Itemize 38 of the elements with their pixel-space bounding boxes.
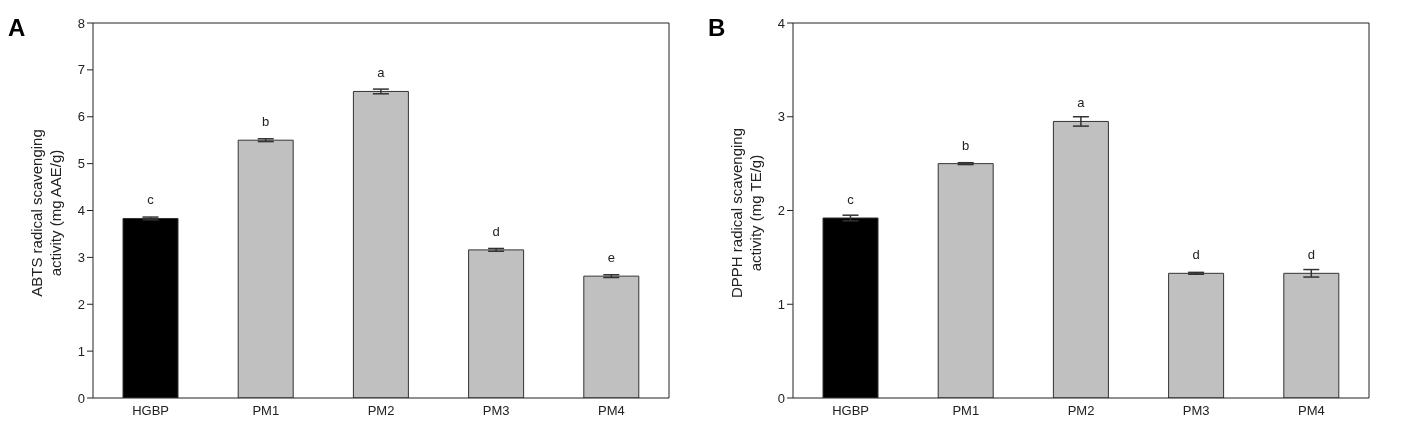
y-tick-label: 2 xyxy=(77,296,85,312)
x-tick-label: PM4 xyxy=(598,403,625,419)
y-tick-label: 7 xyxy=(77,62,85,78)
y-tick-label: 4 xyxy=(777,15,785,31)
data-label: e xyxy=(607,250,615,266)
y-axis-title: DPPH radical scavenging activity (mg TE/g) xyxy=(727,127,765,299)
y-tick-label: 0 xyxy=(77,390,85,406)
y-tick-label: 2 xyxy=(777,203,785,219)
chart-title: A xyxy=(8,14,26,42)
y-tick-label: 3 xyxy=(777,109,785,125)
x-tick-label: HGBP xyxy=(132,403,170,419)
y-tick-label: 3 xyxy=(77,249,85,265)
x-tick-label: PM1 xyxy=(252,403,280,419)
x-tick-label: PM1 xyxy=(952,403,980,419)
data-label: b xyxy=(962,137,970,153)
y-tick-label: 5 xyxy=(77,156,85,172)
x-tick-label: PM3 xyxy=(1182,403,1210,419)
data-label: c xyxy=(847,192,855,207)
y-tick-label: 4 xyxy=(77,203,85,219)
x-tick-label: PM3 xyxy=(482,403,510,419)
y-axis-title: ABTS radical scavenging activity (mg AAE/g) xyxy=(27,129,65,297)
x-tick-label: PM4 xyxy=(1298,403,1325,419)
y-tick-label: 6 xyxy=(77,109,85,125)
x-tick-label: HGBP xyxy=(832,403,870,419)
chart-title: B xyxy=(708,14,726,42)
y-tick-label: 0 xyxy=(777,390,785,406)
data-label: d xyxy=(1307,247,1315,263)
data-label: a xyxy=(377,65,386,81)
data-label: d xyxy=(1192,247,1200,263)
data-label: b xyxy=(262,114,270,130)
x-tick-label: PM2 xyxy=(1067,403,1095,419)
y-tick-label: 8 xyxy=(77,15,85,31)
y-tick-label: 1 xyxy=(77,343,85,359)
data-label: d xyxy=(492,223,500,239)
x-tick-label: PM2 xyxy=(367,403,395,419)
data-label: c xyxy=(147,192,155,208)
y-tick-label: 1 xyxy=(777,296,785,312)
data-label: a xyxy=(1077,95,1086,111)
